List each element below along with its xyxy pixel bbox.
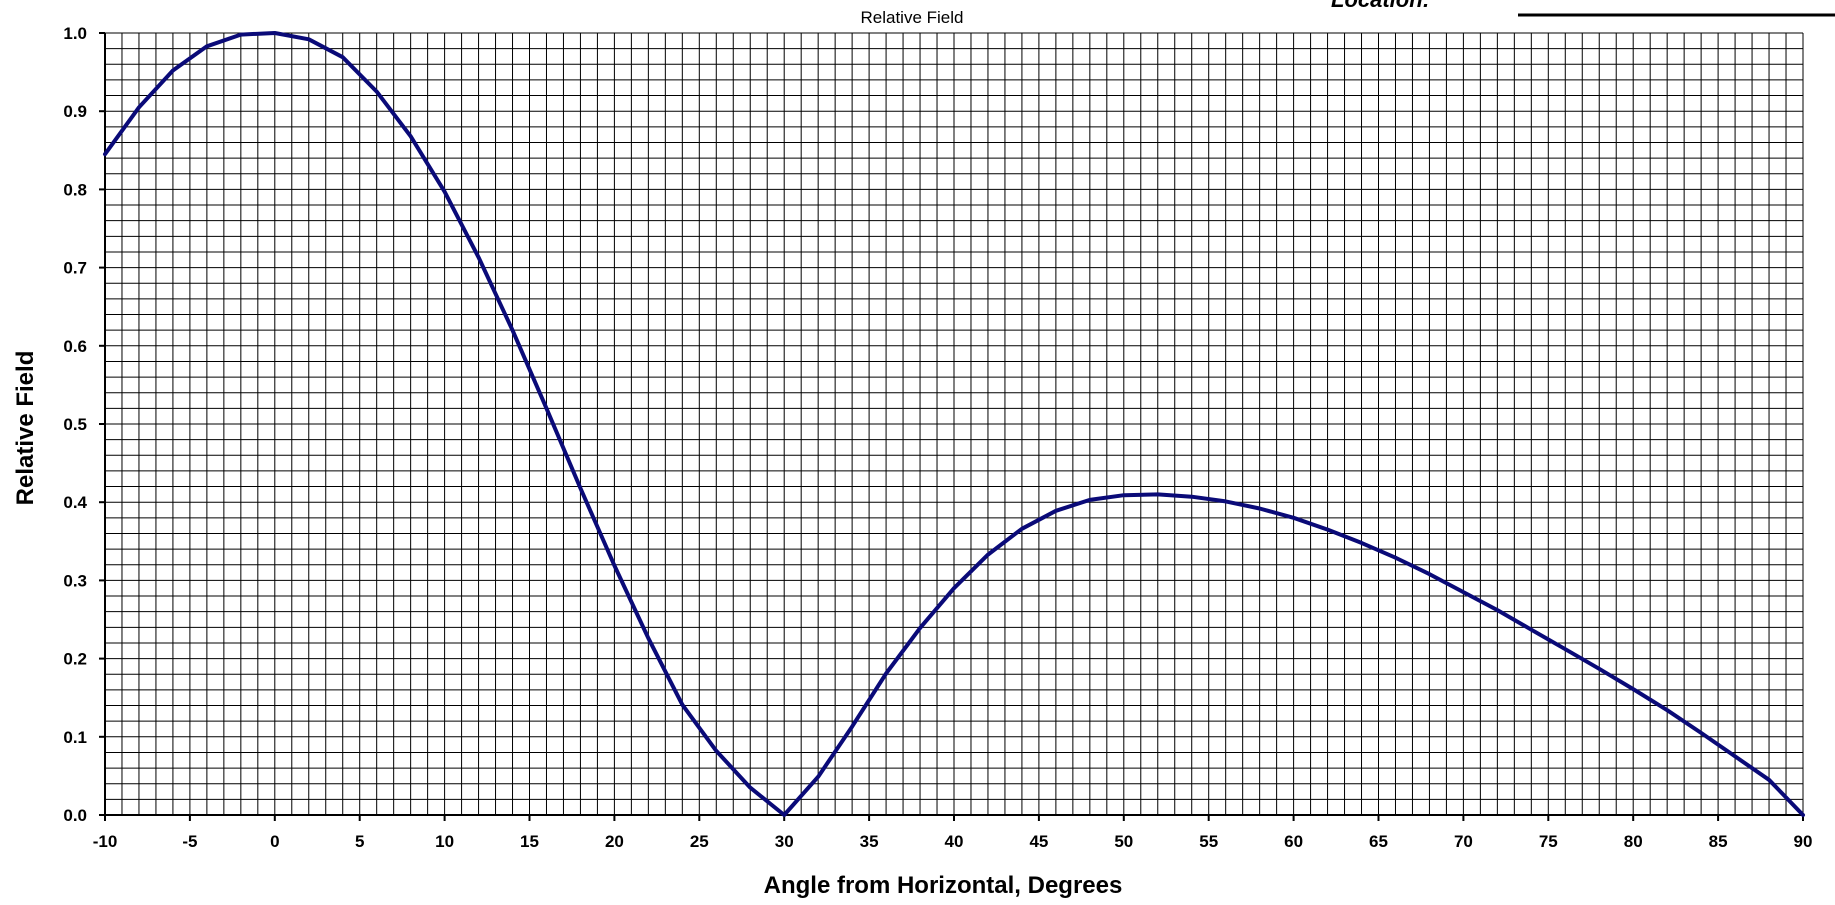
x-tick-label: 40	[945, 832, 964, 851]
x-axis-ticks: -10 -5 0 5 10 15 20 25 30 35 40 45 50 55 60 65 70 75 80 85 9…	[93, 815, 1813, 851]
chart-title: Relative Field	[861, 8, 964, 27]
y-tick-label: 0.4	[63, 493, 87, 512]
y-tick-label: 0.1	[63, 728, 87, 747]
x-tick-label: 5	[355, 832, 364, 851]
x-tick-label: -10	[93, 832, 118, 851]
y-tick-label: 0.9	[63, 102, 87, 121]
y-tick-label: 1.0	[63, 24, 87, 43]
x-tick-label: 20	[605, 832, 624, 851]
x-axis-title: Angle from Horizontal, Degrees	[764, 872, 1123, 899]
y-tick-label: 0.3	[63, 571, 87, 590]
x-tick-label: 60	[1284, 832, 1303, 851]
y-tick-label: 0.8	[63, 180, 87, 199]
y-axis-ticks: 0.0 0.1 0.2 0.3 0.4 0.5 0.6 0.7 0.8 0.9 1.0	[63, 24, 105, 825]
x-tick-label: 70	[1454, 832, 1473, 851]
x-tick-label: 55	[1199, 832, 1218, 851]
x-tick-label: 30	[775, 832, 794, 851]
y-tick-label: 0.2	[63, 650, 87, 669]
y-axis-title: Relative Field	[12, 351, 39, 506]
x-tick-label: 65	[1369, 832, 1388, 851]
x-tick-label: 45	[1029, 832, 1048, 851]
x-tick-label: -5	[182, 832, 197, 851]
x-tick-label: 50	[1114, 832, 1133, 851]
x-tick-label: 75	[1539, 832, 1558, 851]
x-tick-label: 90	[1794, 832, 1813, 851]
series-line	[103, 31, 1805, 817]
location-label: Location:	[1331, 0, 1430, 12]
x-tick-label: 25	[690, 832, 709, 851]
y-tick-label: 0.0	[63, 806, 87, 825]
x-tick-label: 10	[435, 832, 454, 851]
x-tick-label: 80	[1624, 832, 1643, 851]
grid	[104, 32, 1804, 816]
x-tick-label: 0	[270, 832, 279, 851]
x-tick-label: 85	[1709, 832, 1728, 851]
y-tick-label: 0.6	[63, 337, 87, 356]
y-tick-label: 0.5	[63, 415, 87, 434]
y-tick-label: 0.7	[63, 259, 87, 278]
x-tick-label: 35	[860, 832, 879, 851]
series-group	[103, 31, 1805, 817]
x-tick-label: 15	[520, 832, 539, 851]
